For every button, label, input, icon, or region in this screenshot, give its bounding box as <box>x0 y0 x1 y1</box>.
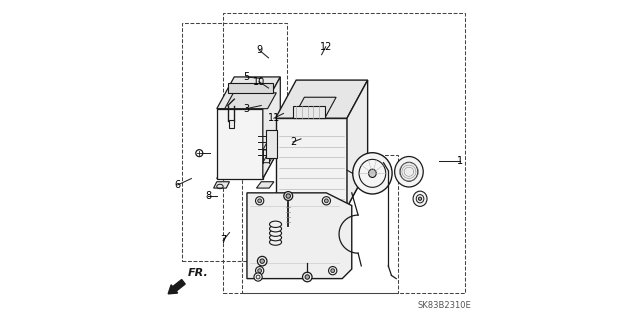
Text: 10: 10 <box>253 77 265 87</box>
FancyArrow shape <box>168 279 185 294</box>
Polygon shape <box>217 109 263 179</box>
Bar <box>230 120 234 128</box>
Ellipse shape <box>286 194 291 198</box>
Ellipse shape <box>419 197 422 200</box>
Polygon shape <box>214 182 230 188</box>
Ellipse shape <box>260 259 264 263</box>
Ellipse shape <box>324 199 328 203</box>
Polygon shape <box>247 193 352 278</box>
Text: 8: 8 <box>205 191 211 201</box>
Ellipse shape <box>258 269 262 272</box>
Ellipse shape <box>269 234 282 241</box>
Text: 7: 7 <box>220 235 227 246</box>
Polygon shape <box>276 169 367 207</box>
Ellipse shape <box>400 162 418 181</box>
Ellipse shape <box>303 272 312 282</box>
Text: 3: 3 <box>243 104 250 114</box>
Bar <box>242 155 398 293</box>
Bar <box>182 23 287 261</box>
Polygon shape <box>263 140 275 150</box>
Polygon shape <box>257 182 274 188</box>
Ellipse shape <box>353 153 392 194</box>
Polygon shape <box>225 93 276 109</box>
Ellipse shape <box>284 192 292 200</box>
Polygon shape <box>266 130 277 158</box>
Text: FR.: FR. <box>188 268 209 278</box>
Polygon shape <box>276 80 367 118</box>
Text: SK83B2310E: SK83B2310E <box>417 301 471 310</box>
Polygon shape <box>217 147 280 179</box>
Bar <box>223 13 465 293</box>
Polygon shape <box>263 153 275 163</box>
Ellipse shape <box>331 269 335 272</box>
Text: 12: 12 <box>319 42 332 52</box>
Polygon shape <box>263 77 280 179</box>
Ellipse shape <box>269 239 282 245</box>
Ellipse shape <box>413 191 427 206</box>
Ellipse shape <box>258 199 262 203</box>
Ellipse shape <box>269 230 282 236</box>
Polygon shape <box>276 118 347 207</box>
Ellipse shape <box>269 221 282 227</box>
Polygon shape <box>293 97 336 118</box>
Text: 9: 9 <box>256 45 262 55</box>
Ellipse shape <box>269 226 282 232</box>
Text: 6: 6 <box>175 180 180 190</box>
Ellipse shape <box>305 275 310 279</box>
Text: 2: 2 <box>290 137 296 147</box>
Ellipse shape <box>395 157 423 187</box>
Ellipse shape <box>416 195 424 203</box>
Polygon shape <box>217 77 280 109</box>
Polygon shape <box>347 80 367 207</box>
Ellipse shape <box>369 169 376 177</box>
Ellipse shape <box>257 256 267 266</box>
Polygon shape <box>293 106 324 118</box>
Polygon shape <box>228 83 273 93</box>
Text: 5: 5 <box>243 72 250 82</box>
Text: 1: 1 <box>458 156 463 166</box>
Ellipse shape <box>254 273 262 281</box>
Text: 11: 11 <box>268 113 280 123</box>
